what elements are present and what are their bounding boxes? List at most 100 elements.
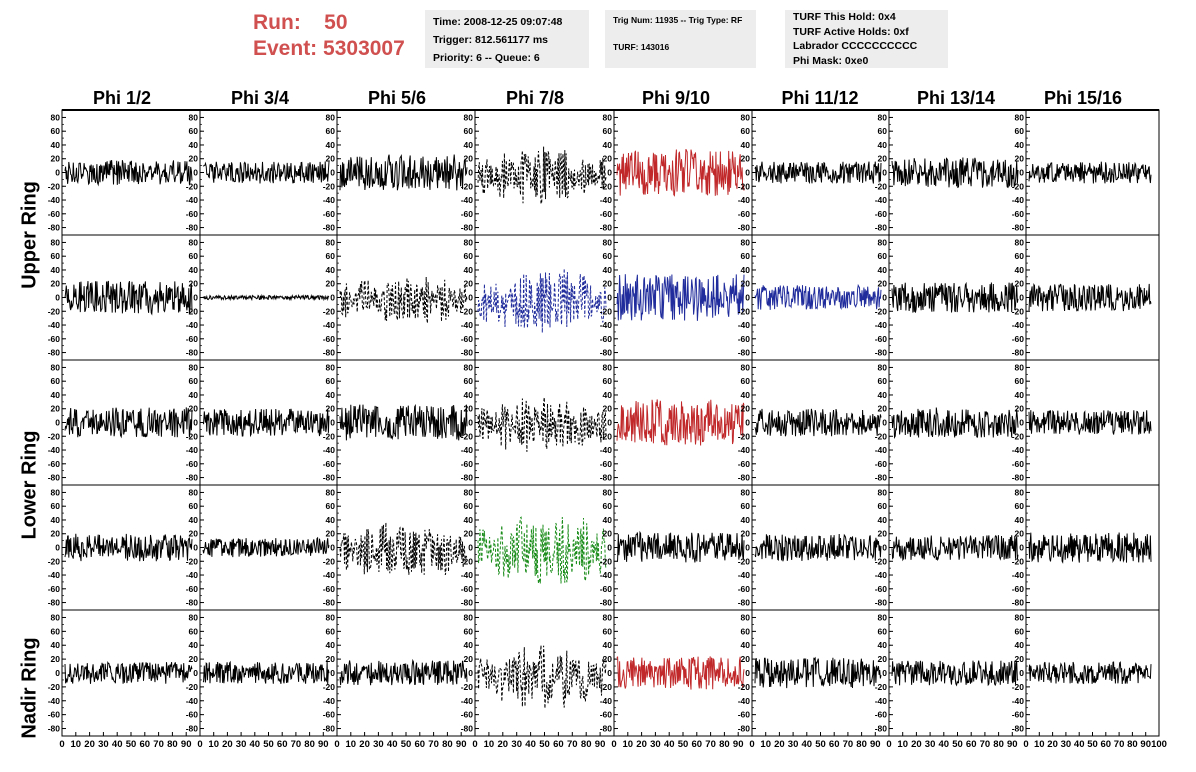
x-tick-label: 50 [539, 739, 550, 750]
y-tick-label: 20 [878, 404, 888, 414]
y-tick-label: -20 [738, 306, 751, 316]
turf-text: TURF: 143016 [613, 42, 670, 52]
waveform-trace [891, 407, 1019, 439]
panel-r1-c1: 80 60 40 20 0 -20 -40 -60 -80 [186, 234, 338, 361]
x-tick-label: 80 [167, 739, 178, 750]
x-axis-c3: 0 10 20 30 40 50 60 70 80 90 [472, 732, 605, 750]
y-tick-label: -40 [48, 445, 61, 455]
y-tick-label: -60 [186, 334, 199, 344]
y-tick-label: 80 [51, 487, 61, 497]
y-tick-label: 40 [326, 265, 336, 275]
event-value: 5303007 [323, 37, 405, 60]
y-tick-label: 20 [1015, 404, 1025, 414]
y-tick-label: 40 [51, 390, 61, 400]
y-tick-label: -60 [48, 459, 61, 469]
y-tick-label: -40 [875, 445, 888, 455]
y-tick-label: -20 [186, 181, 199, 191]
y-tick-label: 80 [603, 362, 613, 372]
y-tick-label: 60 [326, 251, 336, 261]
y-tick-label: 60 [189, 501, 199, 511]
x-tick-label: 0 [886, 739, 891, 750]
y-tick-label: 40 [1015, 390, 1025, 400]
y-tick-label: -20 [875, 556, 888, 566]
y-tick-label: -80 [738, 223, 751, 233]
y-tick-label: 20 [741, 529, 751, 539]
y-tick-label: 80 [51, 362, 61, 372]
y-tick-label: 60 [603, 376, 613, 386]
y-tick-label: 40 [603, 140, 613, 150]
y-tick-label: -40 [738, 570, 751, 580]
turf-this-hold-text: TURF This Hold: 0x4 [793, 11, 896, 23]
waveform-trace [1028, 532, 1152, 564]
y-tick-label: -40 [461, 195, 474, 205]
y-tick-label: 0 [55, 293, 60, 303]
y-tick-label: -80 [186, 223, 199, 233]
y-tick-label: 60 [189, 376, 199, 386]
y-tick-label: 0 [745, 543, 750, 553]
y-tick-label: 60 [741, 251, 751, 261]
y-tick-label: 40 [741, 640, 751, 650]
y-tick-label: -60 [323, 334, 336, 344]
y-tick-label: 80 [741, 487, 751, 497]
y-tick-label: 40 [878, 515, 888, 525]
y-tick-label: -60 [875, 459, 888, 469]
y-tick-label: 20 [603, 279, 613, 289]
time-info-box: Time: 2008-12-25 09:07:48 Trigger: 812.5… [425, 10, 589, 68]
y-tick-label: 0 [607, 418, 612, 428]
x-tick-label: 80 [856, 739, 867, 750]
trig-num-text: Trig Num: 11935 -- Trig Type: RF [613, 15, 743, 25]
y-tick-label: 20 [51, 529, 61, 539]
y-tick-label: 60 [878, 376, 888, 386]
column-header-phi-1-2: Phi 1/2 [92, 88, 152, 108]
y-tick-label: 20 [878, 654, 888, 664]
waveform-trace [477, 397, 607, 452]
y-tick-label: -80 [738, 473, 751, 483]
y-tick-label: -20 [875, 181, 888, 191]
y-tick-label: 40 [189, 640, 199, 650]
x-tick-label: 0 [611, 739, 616, 750]
y-tick-label: 20 [603, 654, 613, 664]
x-tick-label: 90 [1007, 739, 1018, 750]
y-tick-label: 60 [741, 376, 751, 386]
labrador-text: Labrador CCCCCCCCCC [793, 40, 918, 52]
y-tick-label: 60 [878, 626, 888, 636]
y-tick-label: 20 [603, 154, 613, 164]
y-tick-label: 20 [51, 404, 61, 414]
x-tick-label: 100 [1151, 739, 1167, 750]
waveform-trace [754, 161, 882, 185]
x-tick-label: 60 [1101, 739, 1112, 750]
x-tick-label: 90 [870, 739, 881, 750]
x-tick-label: 10 [71, 739, 82, 750]
waveform-trace [754, 408, 882, 437]
y-tick-label: 80 [51, 237, 61, 247]
y-tick-label: -40 [600, 320, 613, 330]
y-tick-label: 60 [326, 626, 336, 636]
y-tick-label: 40 [878, 640, 888, 650]
y-tick-label: 80 [189, 362, 199, 372]
panel-r2-c2: 80 60 40 20 0 -20 -40 -60 -80 [323, 359, 476, 486]
x-axis-c2: 0 10 20 30 40 50 60 70 80 90 [334, 732, 466, 750]
y-tick-label: -80 [461, 473, 474, 483]
panel-r4-c2: 80 60 40 20 0 -20 -40 -60 -80 [323, 609, 476, 737]
waveform-trace [339, 522, 468, 575]
waveform-trace [339, 403, 468, 441]
y-tick-label: -80 [186, 598, 199, 608]
y-tick-label: -20 [1012, 556, 1025, 566]
y-tick-label: 0 [1019, 293, 1024, 303]
y-tick-label: -80 [600, 724, 613, 734]
x-tick-label: 70 [567, 739, 578, 750]
panel-r3-c6: 80 60 40 20 0 -20 -40 -60 -80 [875, 484, 1027, 611]
x-tick-label: 10 [484, 739, 495, 750]
y-tick-label: 0 [882, 543, 887, 553]
y-tick-label: -80 [48, 473, 61, 483]
y-tick-label: 40 [464, 140, 474, 150]
y-tick-label: -20 [600, 431, 613, 441]
event-label: Event: [253, 37, 318, 60]
y-tick-label: 80 [189, 237, 199, 247]
y-tick-label: -80 [323, 223, 336, 233]
y-tick-label: -20 [461, 431, 474, 441]
x-tick-label: 70 [291, 739, 302, 750]
y-tick-label: -40 [48, 320, 61, 330]
y-tick-label: -40 [738, 445, 751, 455]
y-tick-label: 80 [464, 237, 474, 247]
